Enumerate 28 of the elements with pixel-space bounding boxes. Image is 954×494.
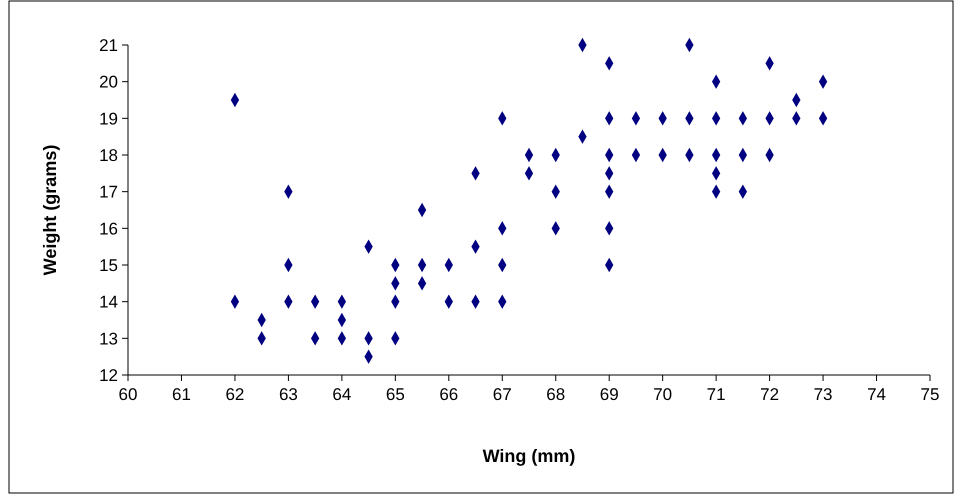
x-axis-title: Wing (mm) (482, 446, 576, 466)
x-tick-label: 70 (653, 385, 672, 404)
y-tick-label: 13 (99, 329, 118, 348)
y-tick-label: 12 (99, 366, 118, 385)
y-axis-title: Weight (grams) (40, 144, 60, 276)
x-tick-label: 74 (867, 385, 886, 404)
y-tick-label: 16 (99, 219, 118, 238)
x-tick-label: 62 (225, 385, 244, 404)
y-tick-label: 17 (99, 182, 118, 202)
x-tick-label: 69 (600, 385, 619, 404)
x-tick-label: 67 (492, 385, 512, 404)
y-tick-label: 14 (99, 292, 118, 312)
x-tick-label: 75 (920, 385, 940, 404)
y-tick-label: 19 (99, 109, 118, 128)
x-tick-label: 73 (814, 385, 833, 404)
y-tick-label: 21 (99, 36, 118, 55)
y-tick-label: 18 (99, 146, 118, 165)
y-tick-label: 15 (99, 256, 118, 275)
x-tick-label: 72 (760, 385, 780, 404)
x-tick-label: 64 (332, 385, 352, 404)
x-tick-label: 60 (118, 385, 138, 404)
x-tick-label: 63 (278, 385, 298, 404)
x-tick-label: 71 (706, 385, 726, 404)
y-tick-label: 20 (99, 72, 118, 92)
x-tick-label: 68 (546, 385, 566, 404)
x-tick-label: 61 (172, 385, 191, 404)
x-tick-label: 65 (386, 385, 405, 404)
x-tick-label: 66 (439, 385, 458, 404)
